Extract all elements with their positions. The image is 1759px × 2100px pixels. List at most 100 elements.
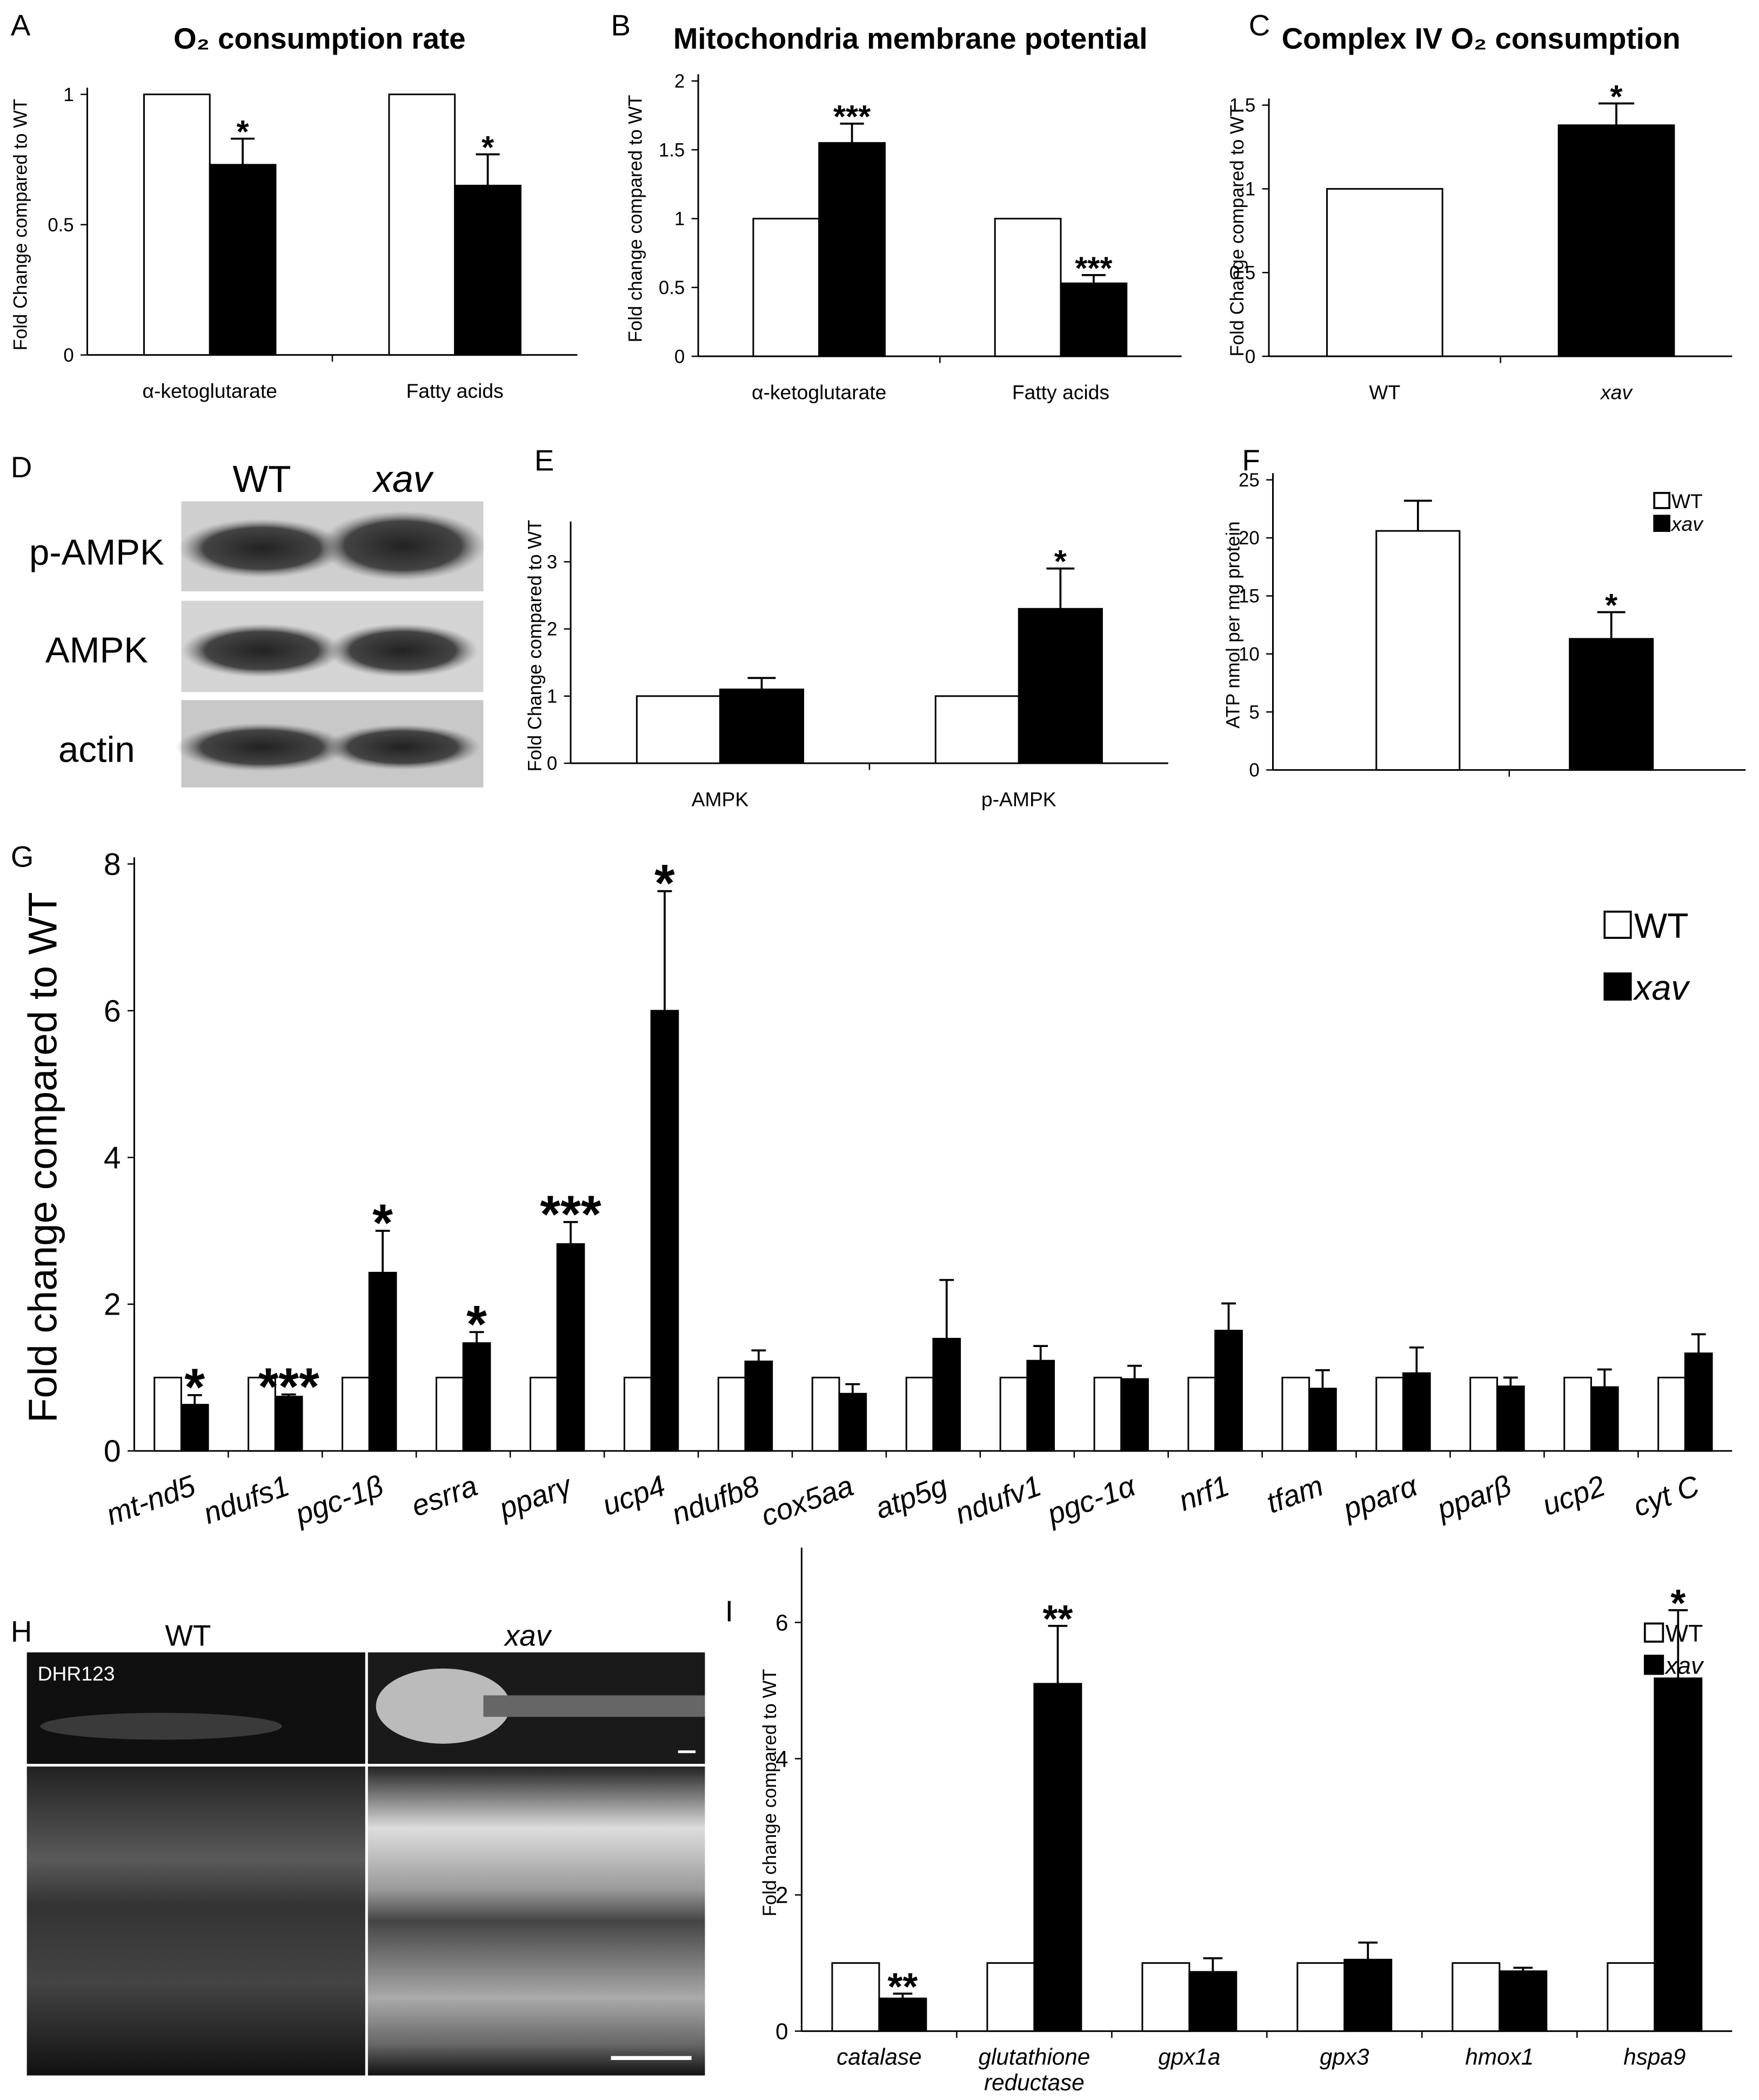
significance: * (466, 1295, 487, 1354)
x-tick-label: hspa9 (1623, 2044, 1686, 2070)
y-tick-label: 5 (1249, 702, 1259, 723)
x-tick-label: cox5aa (757, 1469, 857, 1533)
fish-outline (40, 1712, 282, 1740)
x-tick-label: ndufs1 (199, 1469, 293, 1530)
x-tick-label: catalase (837, 2044, 922, 2070)
x-tick-label: pparα (1338, 1469, 1423, 1526)
bar (650, 1010, 679, 1452)
panel-letter: E (534, 444, 554, 477)
y-tick-label: 8 (104, 847, 121, 882)
legend-swatch (1603, 972, 1632, 1001)
y-tick-label: 4 (775, 1746, 788, 1771)
significance: * (184, 1358, 205, 1417)
legend-label: WT (1671, 490, 1703, 512)
y-tick-label: 0 (674, 346, 685, 367)
x-tick-label: gpx3 (1320, 2044, 1369, 2070)
x-tick-label: pgc-1β (290, 1469, 388, 1531)
significance: ** (887, 1965, 918, 2008)
x-tick-label: esrra (407, 1469, 481, 1523)
micrograph-column: xav (503, 1619, 552, 1652)
legend-swatch (1643, 1622, 1664, 1643)
y-tick-label: 0.5 (48, 215, 73, 236)
chart: I Fold change compared to WT 0 2 4 6 catalase g… (725, 1548, 1733, 2096)
fish-outline (483, 1695, 705, 1717)
bar (1343, 1958, 1393, 2032)
legend-label: xav (1670, 512, 1704, 535)
panel-letter: I (725, 1595, 733, 1628)
bar (209, 164, 277, 356)
x-tick-label-box: hspa9 (1623, 2044, 1686, 2070)
legend-swatch (1653, 515, 1671, 532)
panel-letter: A (11, 9, 31, 42)
micrograph-image (367, 1766, 705, 2076)
y-tick-label: 2 (674, 71, 685, 92)
bar (934, 695, 1020, 764)
x-tick-label: α-ketoglutarate (752, 381, 886, 404)
x-tick-label: hmox1 (1465, 2044, 1534, 2070)
chart: C Complex IV O₂ consumption Fold Change co… (1227, 9, 1733, 404)
blot-panel: D WT xav p-AMPK AMPK actin (11, 451, 486, 788)
blot-row: p-AMPK (29, 532, 164, 572)
bar (838, 1392, 867, 1452)
x-tick-label: cyt C (1629, 1469, 1703, 1523)
bar (462, 1342, 491, 1452)
legend-swatch (1643, 1655, 1664, 1675)
y-tick-label: 6 (775, 1610, 788, 1635)
micrograph-column: WT (165, 1619, 211, 1652)
bar (1557, 124, 1675, 357)
blot-band (325, 724, 481, 770)
bar (1060, 282, 1128, 357)
significance: * (481, 129, 494, 165)
bar (1563, 1376, 1592, 1452)
y-tick-label: 1 (547, 686, 557, 707)
x-tick-label: pgc-1α (1042, 1469, 1140, 1531)
blot-band (319, 510, 486, 581)
bar (905, 1376, 934, 1452)
y-tick-label: 25 (1239, 470, 1260, 491)
bar (368, 1271, 397, 1452)
micrograph-image (26, 1766, 365, 2076)
x-tick-label: mt-nd5 (102, 1469, 200, 1531)
bar (717, 1376, 746, 1452)
x-tick-label: Fatty acids (1012, 381, 1109, 404)
x-tick-label: atp5g (871, 1469, 951, 1525)
y-axis-label: ATP nmol per mg protein (1223, 521, 1243, 728)
panel-letter: F (1242, 444, 1260, 477)
y-axis-label: Fold Change compared to WT (11, 99, 31, 351)
y-tick-label: 2 (104, 1288, 121, 1322)
panel-letter: C (1249, 9, 1270, 42)
x-tick-label: nrf1 (1174, 1469, 1233, 1518)
significance: ** (1042, 1597, 1073, 1641)
x-tick-label-box: catalase (837, 2044, 922, 2070)
x-tick-label: ucp4 (598, 1469, 670, 1522)
y-tick-label: 6 (104, 994, 121, 1029)
y-tick-label: 0 (104, 1434, 121, 1469)
chart: B Mitochondria membrane potential Fold cha… (611, 9, 1182, 404)
legend-label: xav (1633, 968, 1690, 1007)
bar (994, 217, 1062, 357)
y-tick-label: 20 (1239, 528, 1260, 549)
y-axis-label: Fold change compared to WT (760, 1669, 780, 1917)
y-tick-label: 2 (547, 619, 557, 640)
y-tick-label: 3 (547, 552, 557, 572)
bar (248, 1376, 276, 1452)
bar (1657, 1376, 1686, 1452)
significance: * (1605, 587, 1617, 623)
bar (986, 1962, 1035, 2032)
bar (342, 1376, 370, 1452)
stain-label: DHR123 (38, 1662, 115, 1685)
bar (1018, 608, 1103, 764)
bar (1141, 1962, 1190, 2032)
bar (1296, 1962, 1346, 2032)
x-tick-label: pparγ (494, 1469, 577, 1526)
chart: E Fold Change compared to WT 0 1 2 3 AMPK p-AMP… (525, 444, 1168, 811)
micrograph-panel: H WT xav DHR123 (11, 1615, 705, 2076)
x-tick-label: tfam (1262, 1469, 1328, 1520)
x-tick-label-box: gpx1a (1158, 2044, 1220, 2070)
y-tick-label: 1 (674, 209, 685, 230)
bar (999, 1376, 1028, 1452)
bar (1684, 1352, 1713, 1452)
